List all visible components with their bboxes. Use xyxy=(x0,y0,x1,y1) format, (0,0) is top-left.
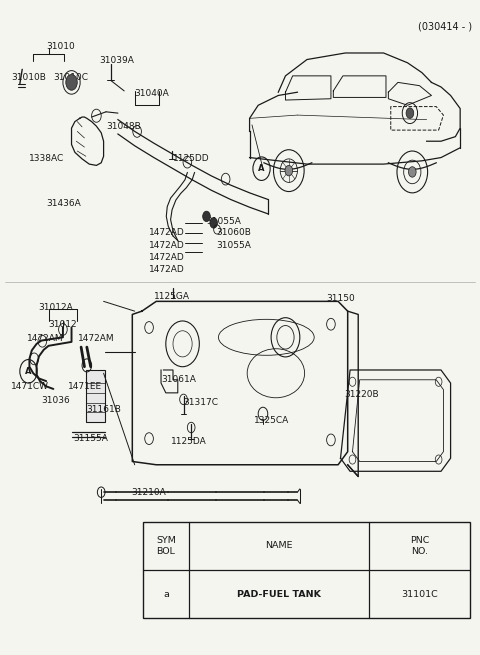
Text: SYM
BOL: SYM BOL xyxy=(156,536,176,555)
Text: A: A xyxy=(258,164,265,173)
Text: 31040A: 31040A xyxy=(135,89,169,98)
Text: 31161B: 31161B xyxy=(86,405,121,414)
Text: 1471CW: 1471CW xyxy=(11,382,49,391)
Text: 1472AM: 1472AM xyxy=(27,334,64,343)
Text: 31436A: 31436A xyxy=(46,199,81,208)
Text: PAD-FUEL TANK: PAD-FUEL TANK xyxy=(237,590,321,599)
Text: 31220B: 31220B xyxy=(344,390,379,399)
Text: 1472AD: 1472AD xyxy=(149,265,185,274)
Circle shape xyxy=(210,217,217,228)
Text: 1472AD: 1472AD xyxy=(149,240,185,250)
Text: 31061A: 31061A xyxy=(161,375,196,384)
Text: 1125DA: 1125DA xyxy=(170,438,206,446)
Text: 31317C: 31317C xyxy=(183,398,218,407)
Text: 1125GA: 1125GA xyxy=(154,291,190,301)
Text: 31010C: 31010C xyxy=(53,73,88,83)
Text: a: a xyxy=(163,590,169,599)
Text: 31150: 31150 xyxy=(326,293,355,303)
Text: 1325CA: 1325CA xyxy=(254,416,289,425)
Text: 31036: 31036 xyxy=(41,396,70,405)
Text: 31210A: 31210A xyxy=(131,488,166,496)
Text: 31055A: 31055A xyxy=(216,240,251,250)
Text: 31010: 31010 xyxy=(46,42,75,51)
Circle shape xyxy=(285,166,293,176)
Text: 31012: 31012 xyxy=(48,320,77,329)
Text: 1471EE: 1471EE xyxy=(68,382,102,391)
Text: 1472AD: 1472AD xyxy=(149,253,185,262)
Text: A: A xyxy=(25,367,32,376)
Text: 31101C: 31101C xyxy=(401,590,438,599)
Text: 31039A: 31039A xyxy=(99,56,134,66)
Text: (030414 - ): (030414 - ) xyxy=(418,22,472,32)
Text: 31155A: 31155A xyxy=(73,434,108,443)
Text: 31012A: 31012A xyxy=(38,303,73,312)
Circle shape xyxy=(408,167,416,177)
Text: PNC
NO.: PNC NO. xyxy=(410,536,429,555)
Text: 31055A: 31055A xyxy=(206,217,241,226)
Text: 31048B: 31048B xyxy=(106,122,141,131)
Text: NAME: NAME xyxy=(265,541,293,550)
Circle shape xyxy=(406,108,414,119)
Text: 1125DD: 1125DD xyxy=(173,155,210,163)
Text: 1472AD: 1472AD xyxy=(149,228,185,237)
FancyBboxPatch shape xyxy=(86,370,105,422)
Circle shape xyxy=(203,211,210,221)
Circle shape xyxy=(66,75,77,90)
Text: 1338AC: 1338AC xyxy=(29,155,65,163)
Text: 31060B: 31060B xyxy=(216,228,251,237)
Text: 1472AM: 1472AM xyxy=(78,334,115,343)
Text: 31010B: 31010B xyxy=(11,73,46,83)
